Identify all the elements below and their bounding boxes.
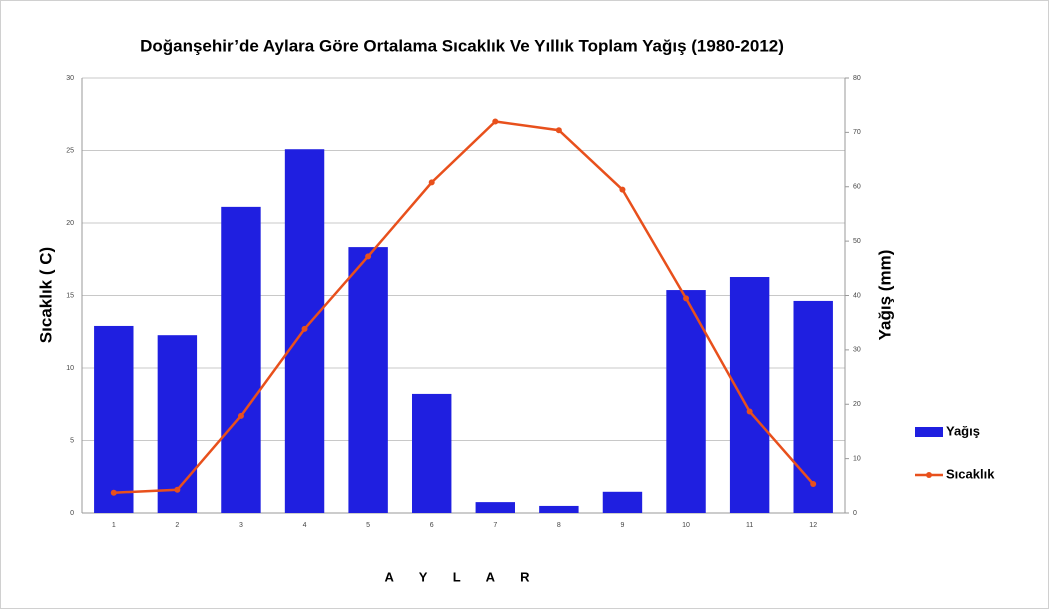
bar [729,277,770,513]
x-tick-label: 12 [809,522,817,529]
x-tick-label: 11 [746,522,753,529]
y2-tick-label: 40 [853,292,861,299]
chart-title: Doğanşehir’de Aylara Göre Ortalama Sıcak… [140,36,784,55]
x-tick-label: 9 [621,522,625,529]
y2-tick-label: 70 [853,129,861,136]
y2-tick-label: 20 [853,401,861,408]
line-point [428,179,435,186]
y-tick-label: 0 [70,510,74,517]
y-axis-label: Sıcaklık ( C) [36,247,55,343]
line-point [619,186,626,193]
bar [475,502,516,513]
legend-label: Yağış [946,423,980,438]
bar [411,393,452,513]
y-tick-label: 15 [66,292,74,299]
bar [94,325,134,513]
x-tick-label: 1 [112,522,116,529]
x-axis-label: A Y L A R [384,569,530,584]
bar [602,491,643,513]
x-tick-label: 8 [557,522,561,529]
line-point [365,253,372,260]
x-tick-label: 5 [366,522,370,529]
y-tick-label: 25 [66,147,74,154]
x-tick-label: 10 [682,522,690,529]
y-tick-label: 20 [66,220,74,227]
y2-tick-label: 30 [853,347,861,354]
line-point [301,325,308,332]
bar [666,290,706,513]
y2-axis-label: Yağış (mm) [875,250,894,341]
y-tick-label: 10 [66,365,74,372]
legend-label: Sıcaklık [946,466,995,481]
x-tick-label: 6 [430,522,434,529]
y2-tick-label: 0 [853,510,857,517]
line-point [810,481,817,487]
legend-marker [926,472,932,478]
x-tick-label: 4 [303,522,307,529]
line-point [683,295,690,302]
line-point [237,412,244,419]
line-point [174,486,181,493]
y-tick-label: 30 [66,75,74,82]
bar [157,335,198,513]
line-point [110,489,117,496]
legend-swatch [915,427,943,437]
bar [539,505,579,513]
y2-tick-label: 60 [853,184,861,191]
line-point [555,127,562,134]
x-tick-label: 2 [175,522,179,529]
line [113,120,815,494]
bar [348,247,388,513]
x-tick-label: 7 [493,522,497,529]
line-point [746,408,753,415]
y2-tick-label: 50 [853,238,861,245]
y-tick-label: 5 [70,437,74,444]
bar [793,300,833,513]
bar [221,206,261,513]
x-tick-label: 3 [239,522,243,529]
y2-tick-label: 10 [853,455,861,462]
line-point [492,118,499,125]
y2-tick-label: 80 [853,75,861,82]
